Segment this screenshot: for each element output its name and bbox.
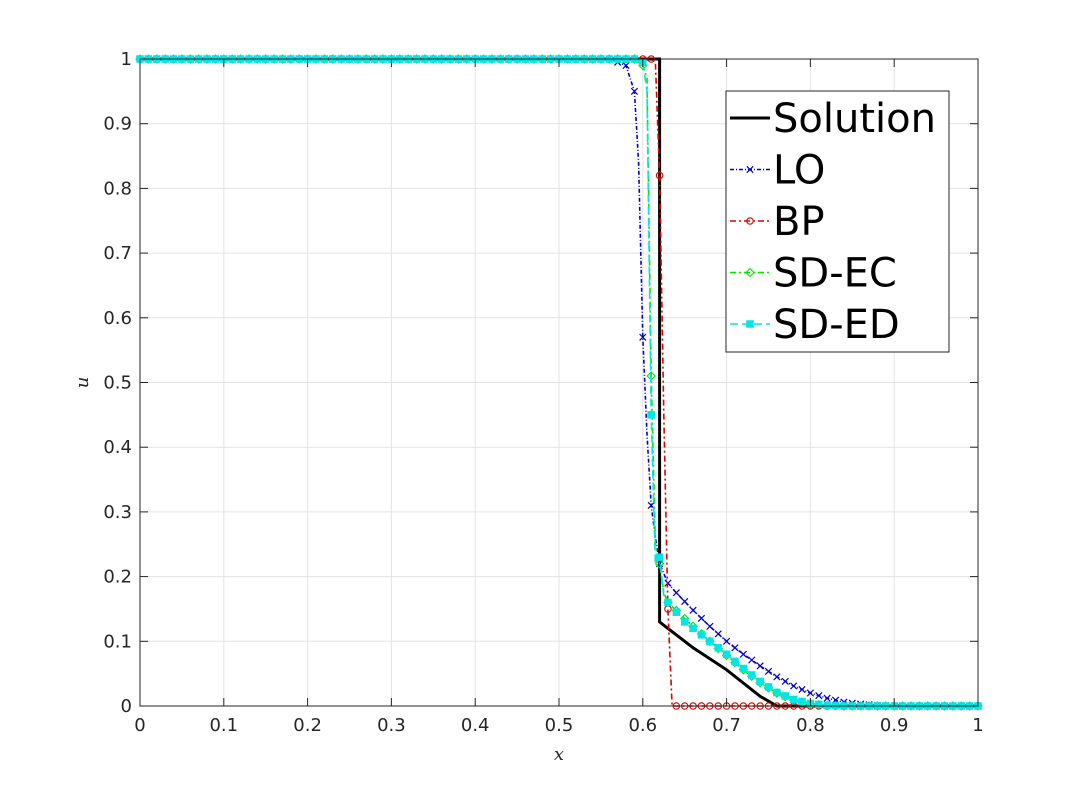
x-tick-label: 0.3 xyxy=(377,715,406,736)
legend-item-bp: BP xyxy=(730,199,825,245)
x-tick-label: 0 xyxy=(134,715,145,736)
x-tick-label: 0.6 xyxy=(628,715,657,736)
legend-label-sd-ec: SD-EC xyxy=(773,251,897,297)
marker-sd-ed xyxy=(815,700,823,709)
marker-lo xyxy=(689,606,697,614)
legend-label-sd-ed: SD-ED xyxy=(773,302,900,348)
legend-marker-bp xyxy=(746,217,754,225)
y-tick-label: 0 xyxy=(121,696,132,717)
x-tick-label: 0.9 xyxy=(880,715,909,736)
marker-sd-ed xyxy=(655,553,664,561)
marker-sd-ed xyxy=(781,692,790,700)
marker-sd-ed xyxy=(722,650,731,658)
marker-sd-ed xyxy=(739,664,748,673)
marker-sd-ed xyxy=(731,657,739,666)
marker-lo xyxy=(823,694,831,702)
marker-sd-ed xyxy=(689,624,697,633)
y-tick-label: 0.4 xyxy=(103,437,132,458)
marker-lo xyxy=(714,630,722,638)
marker-lo xyxy=(781,677,789,686)
marker-sd-ed xyxy=(706,637,714,646)
marker-sd-ec xyxy=(654,558,665,569)
y-tick-label: 0.8 xyxy=(103,178,132,199)
marker-sd-ed xyxy=(664,598,672,607)
marker-lo xyxy=(798,685,806,694)
marker-lo xyxy=(739,650,747,658)
x-tick-label: 1 xyxy=(972,715,983,736)
y-tick-label: 0.1 xyxy=(103,631,132,652)
marker-lo xyxy=(748,656,756,664)
legend-item-sd-ed: SD-ED xyxy=(730,302,900,348)
marker-lo xyxy=(672,589,680,597)
legend-marker-sd-ed xyxy=(746,320,754,328)
x-tick-label: 0.4 xyxy=(461,715,490,736)
marker-lo xyxy=(815,692,823,700)
legend-marker-sd-ec xyxy=(745,267,755,278)
y-tick-label: 0.9 xyxy=(103,114,132,135)
marker-lo xyxy=(731,644,739,652)
marker-lo xyxy=(706,622,714,631)
x-tick-label: 0.2 xyxy=(293,715,322,736)
marker-sd-ed xyxy=(764,683,773,691)
marker-sd-ed xyxy=(773,688,781,697)
x-tick-label: 0.8 xyxy=(796,715,825,736)
marker-lo xyxy=(622,61,630,70)
marker-lo xyxy=(697,614,706,622)
ticks: 0 0.1 0.2 0.3 0.4 0.5 0.6 0.7 0.8 0.9 1 0 0.1 0.2 0.3 0… xyxy=(103,49,983,736)
legend-label-solution: Solution xyxy=(773,96,936,142)
marker-sd-ed xyxy=(756,677,764,686)
legend: Solution LO BP SD-EC SD-ED xyxy=(725,90,950,353)
marker-lo xyxy=(764,667,773,676)
legend-item-sd-ec: SD-EC xyxy=(730,251,897,297)
y-tick-label: 0.3 xyxy=(103,502,132,523)
marker-sd-ed xyxy=(647,411,655,419)
x-tick-label: 0.7 xyxy=(712,715,741,736)
x-tick-label: 0.5 xyxy=(545,715,574,736)
legend-label-lo: LO xyxy=(773,148,825,194)
marker-bp xyxy=(655,171,664,180)
marker-sd-ed xyxy=(680,618,689,626)
marker-lo xyxy=(630,87,639,95)
marker-sd-ed xyxy=(672,608,681,616)
marker-lo xyxy=(806,689,815,697)
marker-lo xyxy=(722,637,731,645)
marker-sd-ed xyxy=(747,671,756,679)
y-axis-label: u xyxy=(72,377,93,389)
x-axis-label: x xyxy=(554,744,564,765)
marker-sd-ed xyxy=(789,695,798,704)
marker-sd-ed xyxy=(798,697,806,706)
y-tick-label: 0.2 xyxy=(103,567,132,588)
y-tick-label: 0.5 xyxy=(103,373,132,394)
marker-lo xyxy=(681,597,689,606)
y-tick-label: 0.7 xyxy=(103,243,132,264)
marker-lo xyxy=(790,682,798,690)
marker-lo xyxy=(639,333,647,341)
marker-sd-ed xyxy=(823,701,831,710)
marker-lo xyxy=(773,673,781,681)
legend-item-solution: Solution xyxy=(730,96,936,142)
y-tick-label: 1 xyxy=(121,49,132,70)
marker-lo xyxy=(756,662,764,670)
marker-sd-ed xyxy=(714,644,722,652)
legend-marker-lo xyxy=(746,165,754,174)
y-tick-label: 0.6 xyxy=(103,308,132,329)
legend-label-bp: BP xyxy=(773,199,825,245)
legend-item-lo: LO xyxy=(730,148,825,194)
x-tick-label: 0.1 xyxy=(209,715,238,736)
marker-sd-ed xyxy=(697,631,706,639)
series-line-lo xyxy=(140,58,978,707)
